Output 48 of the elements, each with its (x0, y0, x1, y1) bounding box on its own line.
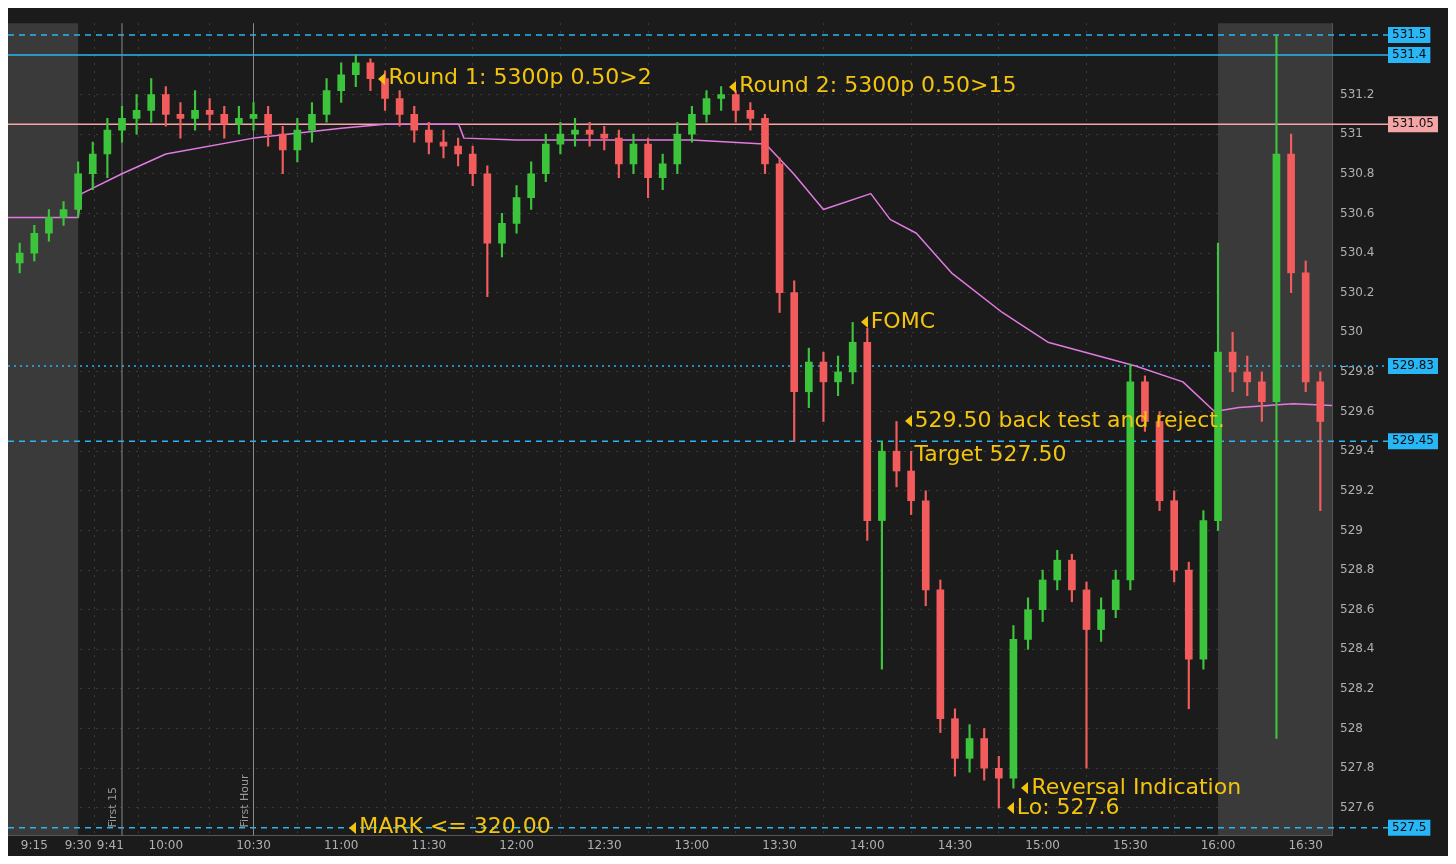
x-tick-label: 9:15 (20, 837, 48, 852)
x-tick-label: 12:30 (586, 837, 622, 852)
x-tick-label: 10:00 (148, 837, 184, 852)
x-tick-label: 10:30 (236, 837, 271, 852)
y-tick-label: 531.2 (1340, 86, 1375, 101)
ref-line-label: 531.05 (1392, 116, 1434, 131)
x-tick-label: 15:30 (1113, 837, 1148, 852)
x-tick-label: 12:00 (499, 837, 534, 852)
x-tick-label: 9:41 (96, 837, 124, 852)
x-tick-label: 14:00 (849, 837, 885, 852)
ref-line-label: 529.45 (1392, 433, 1434, 448)
ref-line-label: 529.83 (1392, 358, 1434, 373)
y-tick-label: 527.6 (1340, 799, 1375, 814)
y-tick-label: 529.6 (1340, 403, 1375, 418)
y-tick-label: 531 (1340, 126, 1363, 141)
y-tick-label: 529.4 (1340, 443, 1375, 458)
y-tick-label: 530.2 (1340, 284, 1375, 299)
y-tick-label: 527.8 (1340, 760, 1375, 775)
y-tick-label: 530.8 (1340, 165, 1375, 180)
annotation: Round 2: 5300p 0.50>15 (739, 72, 1017, 98)
x-tick-label: 13:30 (762, 837, 797, 852)
x-tick-label: 11:00 (323, 837, 359, 852)
y-tick-label: 529 (1340, 522, 1363, 537)
y-tick-label: 528.2 (1340, 681, 1375, 696)
x-tick-label: 13:00 (674, 837, 710, 852)
annotation: Round 1: 5300p 0.50>2 (388, 64, 652, 90)
ref-line-label: 531.4 (1392, 47, 1427, 62)
x-tick-label: 16:00 (1200, 837, 1236, 852)
ref-line-label: 527.5 (1392, 819, 1427, 834)
ref-line-label: First 15 (106, 786, 120, 828)
y-tick-label: 530.4 (1340, 245, 1375, 260)
x-tick-label: 15:00 (1025, 837, 1060, 852)
x-tick-label: 9:30 (64, 837, 92, 852)
x-tick-label: 16:30 (1288, 837, 1323, 852)
y-tick-label: 528.6 (1340, 601, 1375, 616)
y-tick-label: 529.8 (1340, 364, 1375, 379)
y-tick-label: 529.2 (1340, 482, 1375, 497)
y-tick-label: 528.4 (1340, 641, 1375, 656)
y-tick-label: 530 (1340, 324, 1363, 339)
x-tick-label: 11:30 (411, 837, 447, 852)
ref-line-label: First Hour (237, 773, 251, 828)
x-tick-label: 14:30 (937, 837, 973, 852)
ref-line-label: 531.5 (1392, 27, 1427, 42)
y-tick-label: 528 (1340, 720, 1363, 735)
y-tick-label: 530.6 (1340, 205, 1375, 220)
y-tick-label: 528.8 (1340, 562, 1375, 577)
annotation: MARK <= 320.00 (359, 813, 551, 839)
annotation: FOMC (870, 308, 936, 334)
